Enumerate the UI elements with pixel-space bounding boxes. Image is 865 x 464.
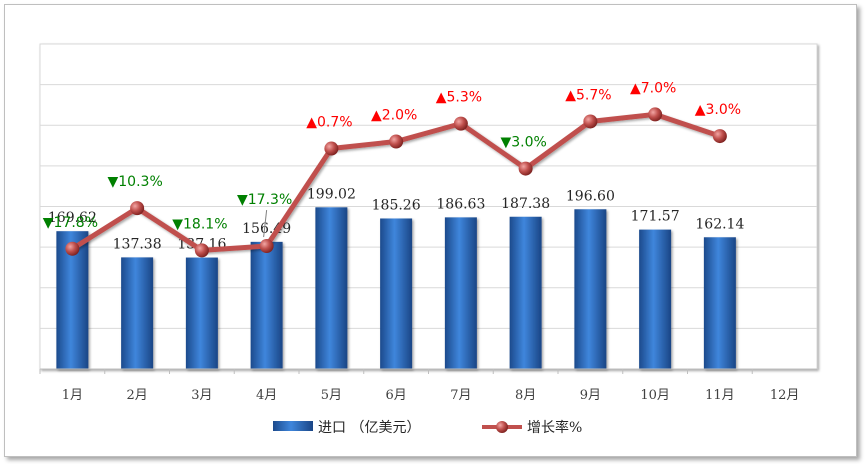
bar — [703, 237, 736, 369]
bar-value-labels: 169.62137.38137.16156.49199.02185.26186.… — [48, 186, 745, 252]
bar-value-label: 137.38 — [113, 236, 162, 252]
growth-rate-label: ▼10.3% — [108, 174, 163, 190]
x-tick-label: 9月 — [580, 388, 601, 403]
bar — [639, 229, 672, 369]
bar-value-label: 169.62 — [48, 210, 97, 226]
bar-value-label: 185.26 — [372, 197, 421, 213]
bar-value-label: 171.57 — [631, 209, 680, 225]
x-tick-label: 10月 — [640, 388, 670, 403]
bars — [56, 207, 736, 369]
legend-bar-label: 进口 （亿美元） — [318, 420, 420, 436]
bar — [444, 217, 477, 369]
legend-bar-swatch — [273, 421, 313, 431]
x-tick-labels: 1月 2月 3月 4月 5月 6月 7月 8月 9月 10月 11月 12月 — [39, 369, 800, 403]
growth-point — [324, 141, 339, 156]
growth-rate-label: ▲2.0% — [371, 108, 417, 124]
growth-rate-label: ▲0.7% — [306, 115, 352, 131]
x-tick-label: 2月 — [126, 388, 147, 403]
legend-line-marker — [496, 421, 508, 433]
bar — [185, 257, 218, 369]
growth-point — [65, 241, 80, 256]
growth-rate-label: ▼18.1% — [172, 216, 227, 232]
bar — [509, 216, 542, 369]
x-tick-label: 7月 — [450, 388, 471, 403]
bar — [121, 257, 154, 369]
growth-rate-label: ▲5.7% — [565, 87, 611, 103]
bar-value-label: 196.60 — [566, 188, 615, 204]
growth-point — [518, 161, 533, 176]
x-tick-label: 5月 — [321, 388, 342, 403]
growth-rate-label: ▲7.0% — [630, 80, 676, 96]
bar-value-label: 187.38 — [501, 196, 550, 212]
growth-point — [130, 201, 145, 216]
growth-point — [712, 129, 727, 144]
growth-rate-label: ▼3.0% — [500, 135, 546, 151]
bar-value-label: 199.02 — [307, 186, 356, 202]
x-tick-label: 8月 — [515, 388, 536, 403]
growth-point — [194, 243, 209, 258]
x-tick-label: 11月 — [705, 388, 735, 403]
bar-value-label: 186.63 — [436, 196, 485, 212]
bar — [574, 209, 607, 369]
x-tick-label: 3月 — [191, 388, 212, 403]
legend-line-label: 增长率% — [527, 419, 582, 436]
growth-point — [389, 134, 404, 149]
growth-point — [583, 114, 598, 129]
grid-lines — [40, 84, 817, 329]
growth-point — [648, 107, 663, 122]
growth-rate-labels: ▼17.8% ▼10.3% ▼18.1% ▼17.3% ▲0.7% ▲2.0% ▲5.3% ▼… — [43, 80, 741, 238]
growth-point — [453, 116, 468, 131]
bar — [250, 241, 283, 369]
x-tick-label: 1月 — [62, 388, 83, 403]
growth-point — [259, 239, 274, 254]
growth-rate-label: ▲5.3% — [436, 90, 482, 106]
growth-rate-label: ▼17.8% — [43, 215, 98, 231]
bar — [315, 207, 348, 369]
growth-rate-label: ▲3.0% — [695, 102, 741, 118]
bar — [380, 218, 413, 369]
legend: 进口 （亿美元） 增长率% — [273, 419, 582, 436]
growth-line — [65, 107, 727, 258]
bar-value-label: 162.14 — [695, 216, 744, 232]
x-tick-label: 6月 — [385, 388, 406, 403]
label-leader-line — [263, 209, 268, 238]
growth-rate-label: ▼17.3% — [237, 192, 292, 208]
x-tick-label: 12月 — [770, 388, 800, 403]
x-tick-label: 4月 — [256, 388, 277, 403]
